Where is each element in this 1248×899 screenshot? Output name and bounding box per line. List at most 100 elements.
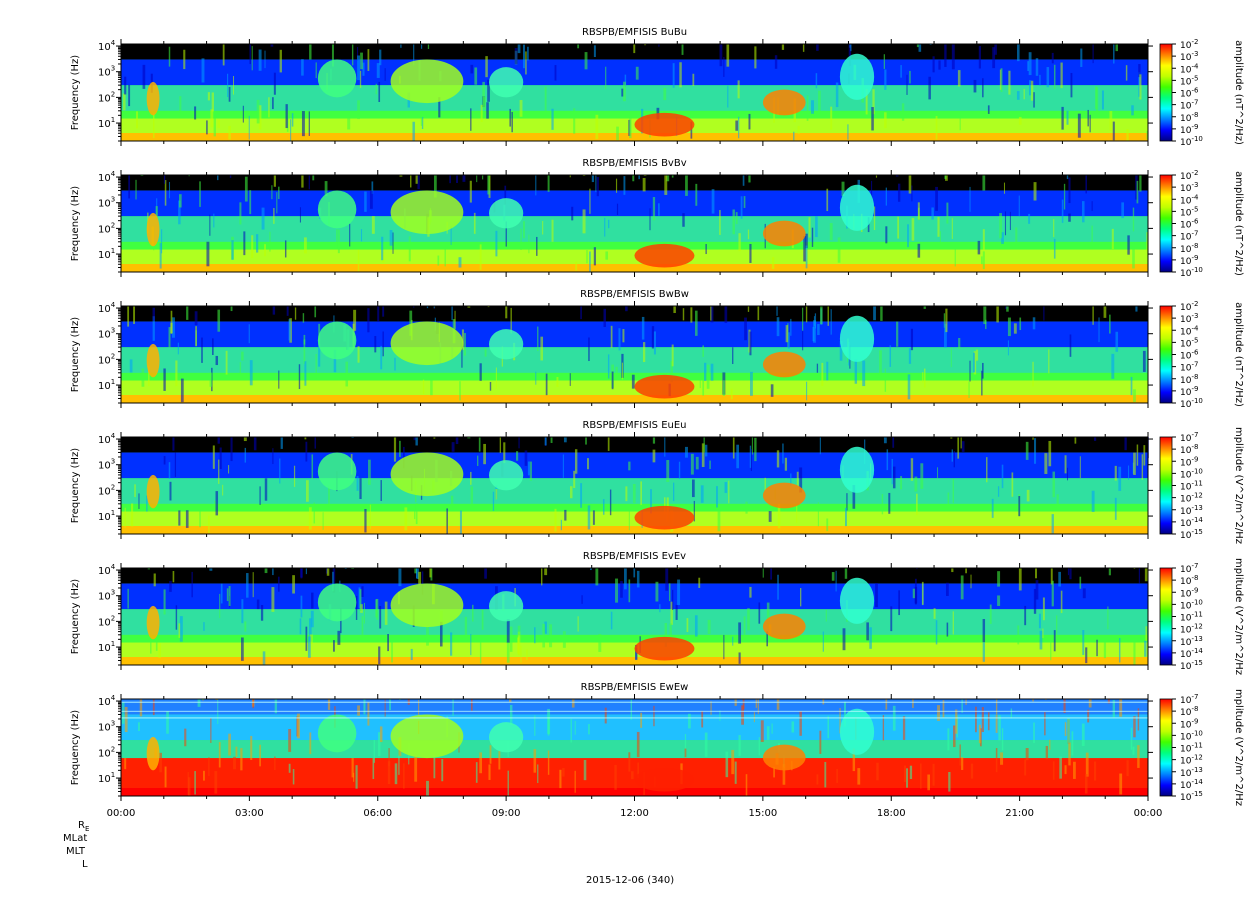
spectrogram-streak (629, 117, 632, 139)
x-tick-label: 00:00 (107, 808, 136, 819)
spectrogram-streak (184, 728, 187, 747)
spectrogram-streak (199, 509, 201, 528)
spectrogram-streak (381, 236, 384, 261)
spectrogram-streak (920, 463, 924, 489)
spectrogram-streak (773, 767, 775, 778)
spectrogram-streak (215, 355, 219, 366)
spectrogram-streak (977, 240, 981, 255)
spectrogram-streak (748, 113, 751, 130)
spectrogram-streak (209, 214, 211, 236)
spectrogram-streak (796, 505, 798, 523)
spectrogram-streak (409, 310, 413, 336)
spectrogram-band-floor (121, 264, 1148, 272)
spectrogram-streak (517, 631, 521, 656)
y-axis-label: Frequency (Hz) (70, 55, 81, 131)
spectrogram-streak (770, 568, 773, 580)
spectrogram-streak (248, 115, 250, 140)
spectrogram-streak (1098, 317, 1100, 343)
spectrogram-streak (505, 306, 508, 319)
spectrogram-streak (682, 213, 685, 227)
spectrogram-streak (573, 108, 576, 134)
spectrogram-streak (933, 608, 936, 619)
spectrogram-streak (389, 699, 391, 711)
spectrogram-emission (839, 315, 875, 362)
spectrogram-streak (997, 486, 1000, 497)
colorbar-tick-label: 10-9 (1180, 455, 1198, 468)
spectrogram-streak (710, 363, 714, 381)
spectrogram-streak (1032, 437, 1034, 440)
spectrogram-streak (1139, 74, 1142, 100)
spectrogram-streak (479, 640, 482, 664)
colorbar-tick-label: 10-11 (1180, 742, 1203, 755)
y-tick-label: 103 (98, 65, 115, 79)
spectrogram-streak (185, 510, 189, 528)
spectrogram-streak (433, 755, 436, 779)
spectrogram-streak (331, 44, 334, 67)
y-tick-label: 104 (98, 432, 116, 446)
spectrogram-streak (1126, 760, 1129, 777)
spectrogram-panel-1: RBSPB/EMFISIS BuBu 101 102 103 104 Frequency … (70, 27, 1244, 148)
spectrogram-streak (470, 64, 474, 74)
spectrogram-streak (211, 92, 215, 112)
spectrogram-streak (620, 581, 623, 598)
spectrogram-streak (459, 510, 462, 534)
spectrogram-streak (413, 44, 415, 66)
spectrogram-streak (1053, 64, 1056, 89)
spectrogram-streak (1033, 722, 1035, 743)
spectrogram-streak (958, 337, 961, 350)
spectrogram-streak (821, 362, 824, 386)
spectrogram-streak (506, 619, 510, 644)
spectrogram-streak (927, 774, 931, 791)
spectrogram-streak (633, 568, 636, 578)
spectrogram-streak (261, 207, 265, 230)
spectrogram-streak (1035, 580, 1039, 600)
spectrogram-streak (753, 711, 755, 723)
spectrogram-streak (569, 175, 571, 178)
spectrogram-streak (243, 231, 246, 256)
spectrogram-streak (666, 175, 670, 182)
spectrogram-streak (701, 443, 705, 467)
spectrogram-streak (410, 175, 412, 188)
spectrogram-streak (709, 460, 711, 470)
spectrogram-streak (604, 217, 606, 237)
spectrogram-band-top (121, 437, 1148, 453)
spectrogram-streak (217, 437, 220, 444)
spectrogram-streak (736, 444, 740, 469)
colorbar-tick-label: 10-10 (1180, 397, 1203, 410)
spectrogram-streak (982, 642, 985, 662)
spectrogram-streak (1066, 175, 1069, 180)
spectrogram-streak (210, 717, 212, 743)
spectrogram-emission (390, 321, 464, 366)
spectrogram-streak (482, 175, 484, 180)
spectrogram-streak (309, 44, 312, 60)
y-tick-label: 101 (98, 116, 115, 130)
spectrogram-streak (210, 109, 214, 128)
spectrogram-streak (508, 699, 512, 703)
spectrogram-emission (634, 243, 695, 268)
y-tick-label: 102 (98, 352, 115, 366)
colorbar-tick-label: 10-8 (1180, 111, 1198, 124)
spectrogram-streak (731, 749, 735, 775)
spectrogram-image (121, 437, 1149, 534)
spectrogram-streak (550, 437, 553, 443)
spectrogram-streak (404, 507, 408, 531)
spectrogram-streak (995, 748, 998, 773)
spectrogram-band-mid (121, 85, 1148, 111)
spectrogram-streak (392, 232, 394, 254)
spectrogram-streak (582, 209, 586, 234)
spectrogram-streak (892, 437, 895, 448)
spectrogram-streak (1049, 739, 1051, 750)
spectrogram-streak (649, 208, 651, 231)
spectrogram-streak (1008, 70, 1011, 95)
spectrogram-streak (315, 62, 317, 79)
spectrogram-streak (978, 46, 981, 69)
spectrogram-streak (351, 758, 354, 778)
spectrogram-streak (1006, 306, 1009, 312)
spectrogram-streak (650, 489, 652, 514)
spectrogram-streak (241, 599, 244, 624)
spectrogram-streak (1141, 454, 1144, 480)
spectrogram-streak (841, 181, 845, 197)
spectrogram-emission (634, 767, 695, 792)
spectrogram-streak (782, 443, 784, 464)
spectrogram-streak (726, 44, 730, 67)
